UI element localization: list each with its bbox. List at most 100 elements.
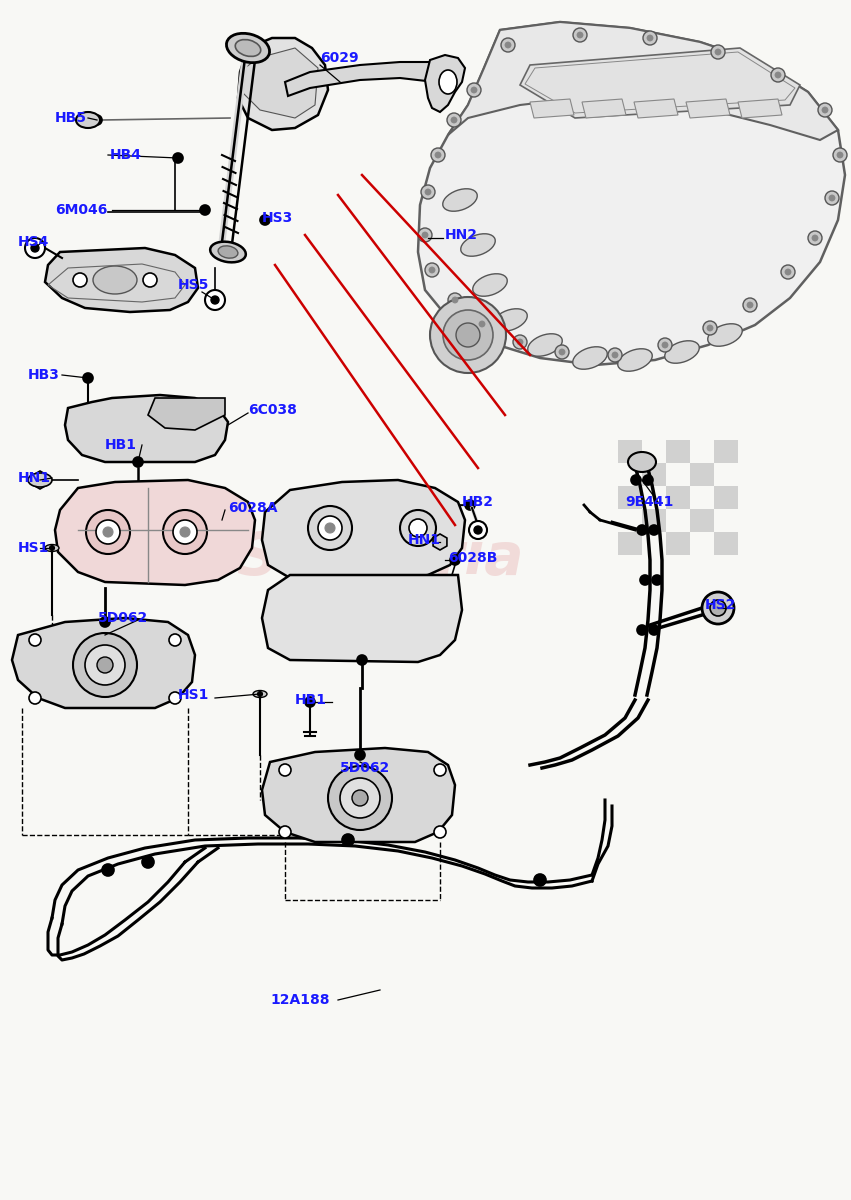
Circle shape <box>812 235 818 241</box>
Circle shape <box>434 826 446 838</box>
Circle shape <box>829 194 835 200</box>
Text: 9E441: 9E441 <box>625 494 673 509</box>
Bar <box>618 532 642 554</box>
Ellipse shape <box>443 188 477 211</box>
Polygon shape <box>32 470 48 490</box>
Circle shape <box>577 32 583 38</box>
Bar <box>618 440 642 463</box>
Circle shape <box>279 826 291 838</box>
Circle shape <box>180 527 190 538</box>
Circle shape <box>775 72 781 78</box>
Bar <box>714 440 738 463</box>
Bar <box>642 509 666 532</box>
Circle shape <box>400 510 436 546</box>
Circle shape <box>707 325 713 331</box>
Circle shape <box>652 575 662 584</box>
Circle shape <box>308 506 352 550</box>
Circle shape <box>169 634 181 646</box>
Circle shape <box>837 152 843 158</box>
Circle shape <box>612 352 618 358</box>
Circle shape <box>818 103 832 116</box>
Circle shape <box>133 457 143 467</box>
Circle shape <box>643 475 653 485</box>
Circle shape <box>555 346 569 359</box>
Ellipse shape <box>708 324 742 347</box>
Circle shape <box>534 874 546 886</box>
Text: HS5: HS5 <box>178 278 209 292</box>
Polygon shape <box>238 38 328 130</box>
Ellipse shape <box>493 308 528 331</box>
Text: HB1: HB1 <box>105 438 137 452</box>
Polygon shape <box>582 98 626 118</box>
Circle shape <box>211 296 219 304</box>
Bar <box>714 532 738 554</box>
Circle shape <box>447 113 461 127</box>
Text: 5D062: 5D062 <box>340 761 391 775</box>
Circle shape <box>637 526 647 535</box>
Circle shape <box>785 269 791 275</box>
Ellipse shape <box>253 690 267 697</box>
Polygon shape <box>448 22 838 140</box>
Circle shape <box>822 107 828 113</box>
Circle shape <box>86 510 130 554</box>
Circle shape <box>658 338 672 352</box>
Circle shape <box>102 864 114 876</box>
Text: HN1: HN1 <box>408 533 441 547</box>
Circle shape <box>451 116 457 122</box>
Polygon shape <box>634 98 678 118</box>
Circle shape <box>103 527 113 538</box>
Ellipse shape <box>573 347 608 370</box>
Polygon shape <box>425 55 465 112</box>
Circle shape <box>430 296 506 373</box>
Circle shape <box>443 310 493 360</box>
Circle shape <box>173 520 197 544</box>
Ellipse shape <box>210 241 246 263</box>
Circle shape <box>608 348 622 362</box>
Circle shape <box>29 692 41 704</box>
Ellipse shape <box>628 452 656 472</box>
Ellipse shape <box>45 545 59 552</box>
Circle shape <box>173 152 183 163</box>
Circle shape <box>573 28 587 42</box>
Circle shape <box>205 290 225 310</box>
Polygon shape <box>45 248 198 312</box>
Circle shape <box>649 526 659 535</box>
Polygon shape <box>262 748 455 842</box>
Ellipse shape <box>226 34 270 62</box>
Ellipse shape <box>93 266 137 294</box>
Ellipse shape <box>439 70 457 94</box>
Text: 6028A: 6028A <box>228 502 277 515</box>
Text: 6029: 6029 <box>320 50 358 65</box>
Circle shape <box>456 323 480 347</box>
Circle shape <box>357 655 367 665</box>
Text: HS3: HS3 <box>262 211 294 226</box>
Circle shape <box>169 692 181 704</box>
Circle shape <box>710 600 726 616</box>
Circle shape <box>434 764 446 776</box>
Circle shape <box>97 658 113 673</box>
Circle shape <box>279 764 291 776</box>
Circle shape <box>92 115 102 125</box>
Circle shape <box>743 298 757 312</box>
Text: HB1: HB1 <box>295 692 327 707</box>
Polygon shape <box>520 48 800 118</box>
Circle shape <box>465 500 475 510</box>
Circle shape <box>422 232 428 238</box>
Circle shape <box>83 373 93 383</box>
Circle shape <box>73 272 87 287</box>
Circle shape <box>825 191 839 205</box>
Circle shape <box>647 35 653 41</box>
Ellipse shape <box>235 40 260 56</box>
Text: 5D062: 5D062 <box>98 611 148 625</box>
Ellipse shape <box>528 334 563 356</box>
Bar <box>690 509 714 532</box>
Circle shape <box>771 68 785 82</box>
Circle shape <box>340 778 380 818</box>
Circle shape <box>352 790 368 806</box>
Ellipse shape <box>28 473 52 487</box>
Circle shape <box>513 335 527 349</box>
Polygon shape <box>433 534 447 550</box>
Polygon shape <box>262 575 462 662</box>
Circle shape <box>421 185 435 199</box>
Circle shape <box>559 349 565 355</box>
